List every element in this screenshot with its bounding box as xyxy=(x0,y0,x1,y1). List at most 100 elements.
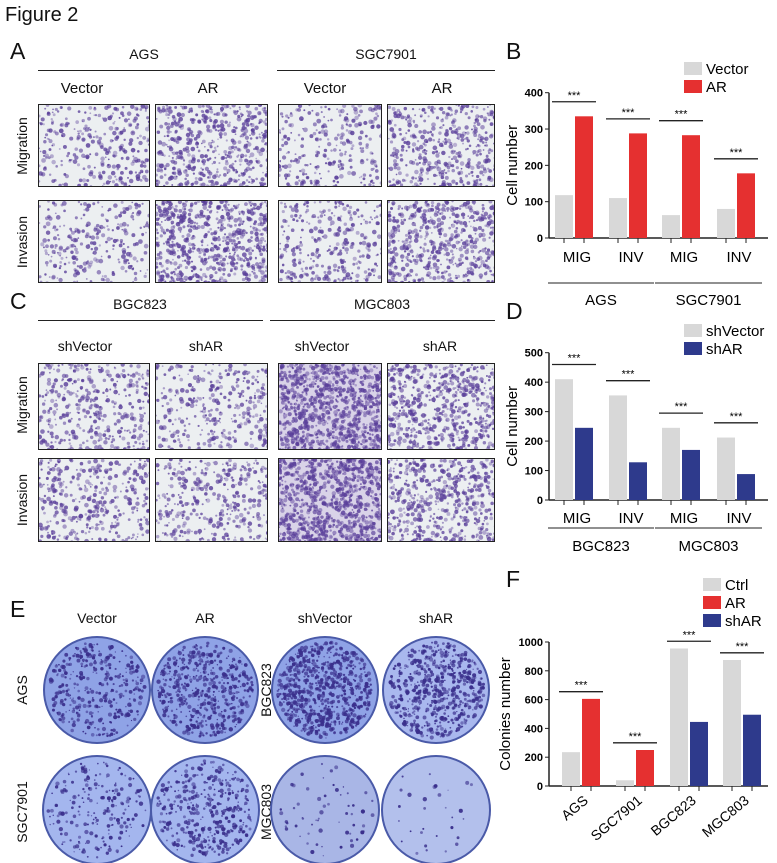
group-divider xyxy=(270,320,495,321)
significance-label: *** xyxy=(629,731,643,743)
significance-label: *** xyxy=(568,352,582,364)
bar-vector xyxy=(662,215,680,238)
bar-ctrl xyxy=(670,648,688,786)
significance-label: *** xyxy=(730,411,744,423)
column-label: shVector xyxy=(294,338,350,354)
significance-label: *** xyxy=(675,109,689,121)
group-divider xyxy=(38,70,250,71)
bar-ar xyxy=(582,698,600,786)
y-tick-label: 500 xyxy=(525,348,543,360)
column-label: shAR xyxy=(188,338,224,354)
bar-shvector xyxy=(717,437,735,500)
x-tick-label: INV xyxy=(726,510,751,527)
legend-label: shAR xyxy=(725,613,762,630)
legend-label: Vector xyxy=(706,61,749,78)
y-tick-label: 300 xyxy=(525,407,543,419)
y-axis-label: Cell number xyxy=(504,125,521,206)
colony-dish xyxy=(42,755,152,863)
group-divider xyxy=(277,70,495,71)
micrograph xyxy=(278,363,382,450)
significance-label: *** xyxy=(622,369,636,381)
bar-shar xyxy=(743,714,761,786)
x-tick-label: MIG xyxy=(563,510,591,527)
bar-shar xyxy=(629,462,647,500)
x-tick-label: BGC823 xyxy=(648,792,700,839)
bar-shar xyxy=(690,721,708,786)
group-label-bgc823: BGC823 xyxy=(113,296,167,312)
bar-ar xyxy=(737,173,755,238)
column-label: Vector xyxy=(303,80,347,97)
bar-vector xyxy=(717,208,735,238)
significance-label: *** xyxy=(730,147,744,159)
micrograph xyxy=(387,200,495,283)
x-tick-label: MGC803 xyxy=(699,792,752,840)
micrograph xyxy=(278,104,382,187)
y-tick-label: 400 xyxy=(525,723,543,735)
y-axis-label: Cell number xyxy=(504,386,521,467)
y-tick-label: 400 xyxy=(525,88,543,100)
x-tick-label: MIG xyxy=(670,249,698,266)
significance-label: *** xyxy=(622,107,636,119)
micrograph xyxy=(38,104,150,187)
column-label: shVector xyxy=(297,610,353,626)
significance-label: *** xyxy=(568,90,582,102)
bar-shvector xyxy=(662,427,680,500)
micrograph xyxy=(387,458,495,542)
chart-F: 0 200 400 600 800 1000 Colonies number *** AGS **… xyxy=(497,577,768,844)
y-tick-label: 0 xyxy=(537,781,543,793)
bar-shar xyxy=(737,474,755,500)
bar-ar xyxy=(636,750,654,786)
bar-ar xyxy=(629,133,647,238)
micrograph xyxy=(155,104,268,187)
significance-label: *** xyxy=(736,641,750,653)
y-tick-label: 200 xyxy=(525,436,543,448)
bar-vector xyxy=(609,198,627,238)
y-tick-label: 100 xyxy=(525,197,543,209)
micrograph xyxy=(38,200,150,283)
group-label: AGS xyxy=(585,292,617,309)
legend-label: AR xyxy=(725,595,746,612)
panel-label-c: C xyxy=(10,288,27,314)
bar-ctrl xyxy=(723,660,741,786)
group-label-ags: AGS xyxy=(129,46,159,62)
column-label: AR xyxy=(197,80,219,97)
legend-label: Ctrl xyxy=(725,577,748,594)
y-tick-label: 800 xyxy=(525,666,543,678)
y-tick-label: 0 xyxy=(537,233,543,245)
panel-label-d: D xyxy=(506,298,523,324)
colony-dish xyxy=(271,636,379,744)
bar-ar xyxy=(575,116,593,238)
panel-label-f: F xyxy=(506,566,521,592)
x-tick-label: MIG xyxy=(670,510,698,527)
legend-swatch xyxy=(703,578,721,591)
micrograph xyxy=(155,458,268,542)
bar-shvector xyxy=(609,395,627,500)
x-tick-label: INV xyxy=(726,249,751,266)
bar-ctrl xyxy=(616,780,634,786)
y-axis-label: Colonies number xyxy=(497,657,514,770)
y-tick-label: 200 xyxy=(525,160,543,172)
y-tick-label: 1000 xyxy=(519,637,543,649)
x-tick-label: AGS xyxy=(558,792,591,823)
colony-dish xyxy=(151,636,259,744)
column-label: AR xyxy=(195,610,215,626)
legend-swatch xyxy=(703,596,721,609)
column-label: Vector xyxy=(60,80,104,97)
micrograph xyxy=(155,200,268,283)
y-tick-label: 400 xyxy=(525,377,543,389)
group-label-mgc803: MGC803 xyxy=(353,296,411,312)
x-tick-label: SGC7901 xyxy=(588,792,646,844)
micrograph xyxy=(155,363,268,450)
colony-dish xyxy=(150,755,260,863)
y-tick-label: 100 xyxy=(525,466,543,478)
y-tick-label: 600 xyxy=(525,695,543,707)
bar-ar xyxy=(682,135,700,238)
legend-swatch xyxy=(684,324,702,337)
column-label: AR xyxy=(431,80,453,97)
column-label: shAR xyxy=(418,610,454,626)
micrograph xyxy=(387,104,495,187)
bar-shar xyxy=(575,427,593,500)
x-tick-label: INV xyxy=(618,249,643,266)
group-label: BGC823 xyxy=(572,538,630,555)
